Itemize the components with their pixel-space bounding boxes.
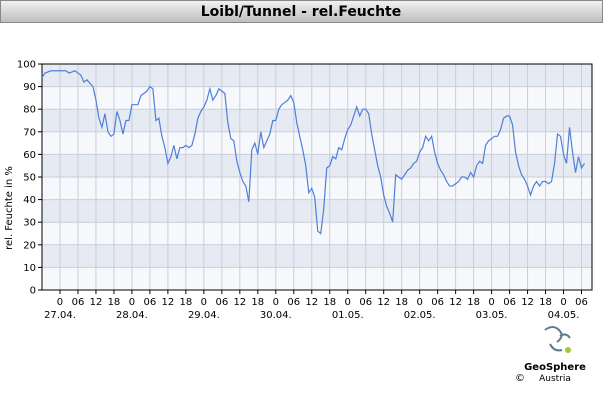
x-tick-label: 06 bbox=[144, 297, 157, 308]
x-tick-label: 06 bbox=[359, 297, 372, 308]
x-tick-label: 12 bbox=[233, 297, 246, 308]
logo-country: Austria bbox=[539, 374, 571, 384]
y-tick-label: 70 bbox=[23, 127, 36, 138]
logo-dot bbox=[565, 347, 571, 353]
y-tick-label: 80 bbox=[23, 105, 36, 116]
x-tick-label: 18 bbox=[108, 297, 121, 308]
x-tick-label: 0 bbox=[57, 297, 63, 308]
x-tick-label: 06 bbox=[503, 297, 516, 308]
y-tick-label: 40 bbox=[23, 195, 36, 206]
band bbox=[42, 86, 592, 110]
x-tick-label: 18 bbox=[323, 297, 336, 308]
x-tick-label: 0 bbox=[273, 297, 279, 308]
y-tick-label: 60 bbox=[23, 150, 36, 161]
y-tick-label: 100 bbox=[17, 60, 36, 71]
x-tick-label: 12 bbox=[162, 297, 175, 308]
x-tick-label: 18 bbox=[467, 297, 480, 308]
y-tick-label: 30 bbox=[23, 218, 36, 229]
band bbox=[42, 154, 592, 177]
x-tick-label: 12 bbox=[305, 297, 318, 308]
x-tick-label: 12 bbox=[449, 297, 462, 308]
date-label: 27.04. bbox=[44, 310, 76, 321]
plot-frame bbox=[41, 63, 593, 291]
copyright: © bbox=[515, 373, 525, 384]
y-tick-label: 10 bbox=[23, 263, 36, 274]
x-tick-label: 0 bbox=[201, 297, 207, 308]
x-tick-label: 0 bbox=[560, 297, 566, 308]
bands bbox=[42, 64, 592, 290]
date-label: 03.05. bbox=[476, 310, 508, 321]
band bbox=[42, 199, 592, 223]
data-line bbox=[41, 70, 586, 235]
y-tick-label: 90 bbox=[23, 82, 36, 93]
logo-brand: GeoSphere bbox=[524, 362, 586, 373]
date-label: 02.05. bbox=[404, 310, 436, 321]
y-tick-label: 0 bbox=[30, 286, 36, 297]
logo: GeoSphere Austria © bbox=[515, 326, 586, 384]
x-tick-label: 18 bbox=[180, 297, 193, 308]
x-tick-label: 06 bbox=[215, 297, 228, 308]
x-tick-label: 06 bbox=[287, 297, 300, 308]
x-tick-label: 0 bbox=[488, 297, 494, 308]
date-label: 29.04. bbox=[188, 310, 220, 321]
x-tick-label: 12 bbox=[90, 297, 103, 308]
x-tick-label: 18 bbox=[395, 297, 408, 308]
band bbox=[42, 64, 592, 87]
date-label: 01.05. bbox=[332, 310, 364, 321]
x-tick-label: 0 bbox=[345, 297, 351, 308]
logo-icon bbox=[544, 326, 571, 352]
x-tick-label: 12 bbox=[377, 297, 390, 308]
x-tick-label: 0 bbox=[416, 297, 422, 308]
y-axis-label: rel. Feuchte in % bbox=[4, 166, 15, 250]
x-tick-label: 12 bbox=[521, 297, 534, 308]
x-tick-label: 18 bbox=[539, 297, 552, 308]
y-tick-label: 50 bbox=[23, 173, 36, 184]
band bbox=[42, 244, 592, 268]
chart-title: Loibl/Tunnel - rel.Feuchte bbox=[201, 4, 401, 20]
plot: 0 10 20 30 40 50 60 70 80 90 100 0 06 12 18 0 06 12 18 0 06 1… bbox=[17, 60, 593, 321]
band bbox=[42, 222, 592, 245]
x-tick-label: 06 bbox=[431, 297, 444, 308]
band bbox=[42, 177, 592, 200]
x-tick-label: 0 bbox=[129, 297, 135, 308]
x-tick-label: 18 bbox=[251, 297, 264, 308]
date-label: 30.04. bbox=[260, 310, 292, 321]
band bbox=[42, 109, 592, 132]
band bbox=[42, 267, 592, 290]
x-tick-label: 06 bbox=[575, 297, 588, 308]
date-label: 04.05. bbox=[548, 310, 580, 321]
x-tick-label: 06 bbox=[72, 297, 85, 308]
y-tick-label: 20 bbox=[23, 240, 36, 251]
date-label: 28.04. bbox=[116, 310, 148, 321]
